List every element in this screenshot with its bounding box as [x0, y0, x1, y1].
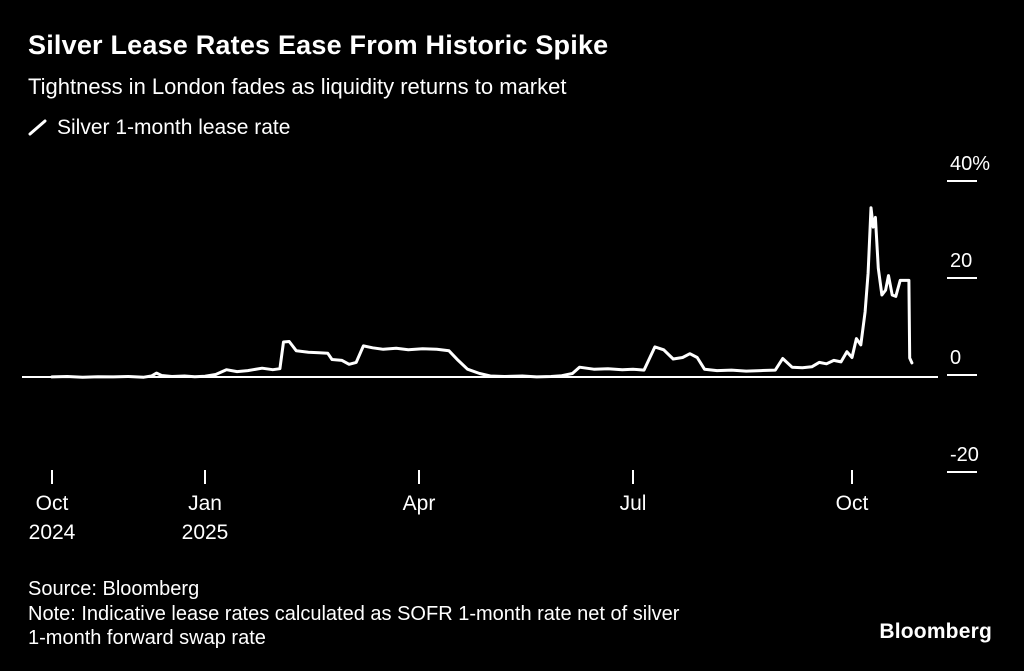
y-tick-label: 0 — [950, 347, 962, 369]
x-tick-mark — [632, 470, 634, 484]
legend-label: Silver 1-month lease rate — [57, 116, 291, 139]
y-tick-mark — [947, 471, 977, 473]
legend-line-icon — [28, 119, 47, 136]
y-tick-mark — [947, 277, 977, 279]
legend: Silver 1-month lease rate — [28, 116, 290, 140]
y-tick-label: 20 — [950, 250, 973, 272]
x-tick-label: Oct — [835, 492, 869, 515]
y-tick-label: 40% — [950, 153, 991, 175]
x-tick-sublabel: 2025 — [181, 521, 229, 544]
x-tick-mark — [418, 470, 420, 484]
bloomberg-logo: Bloomberg — [879, 620, 992, 643]
x-tick-label: Oct — [35, 492, 69, 515]
note-text-line2: 1-month forward swap rate — [28, 627, 266, 649]
note-text-line1: Note: Indicative lease rates calculated … — [28, 603, 680, 625]
y-tick-mark — [947, 374, 977, 376]
x-tick-mark — [851, 470, 853, 484]
chart-title: Silver Lease Rates Ease From Historic Sp… — [28, 30, 609, 60]
x-tick-label: Apr — [402, 492, 436, 515]
source-text: Source: Bloomberg — [28, 578, 200, 600]
x-tick-label: Jul — [619, 492, 647, 515]
x-tick-mark — [51, 470, 53, 484]
y-tick-label: -20 — [950, 444, 979, 466]
chart-subtitle: Tightness in London fades as liquidity r… — [28, 74, 567, 99]
y-tick-mark — [947, 180, 977, 182]
series-line — [50, 206, 914, 379]
x-tick-label: Jan — [188, 492, 222, 515]
x-tick-mark — [204, 470, 206, 484]
x-tick-sublabel: 2024 — [28, 521, 76, 544]
